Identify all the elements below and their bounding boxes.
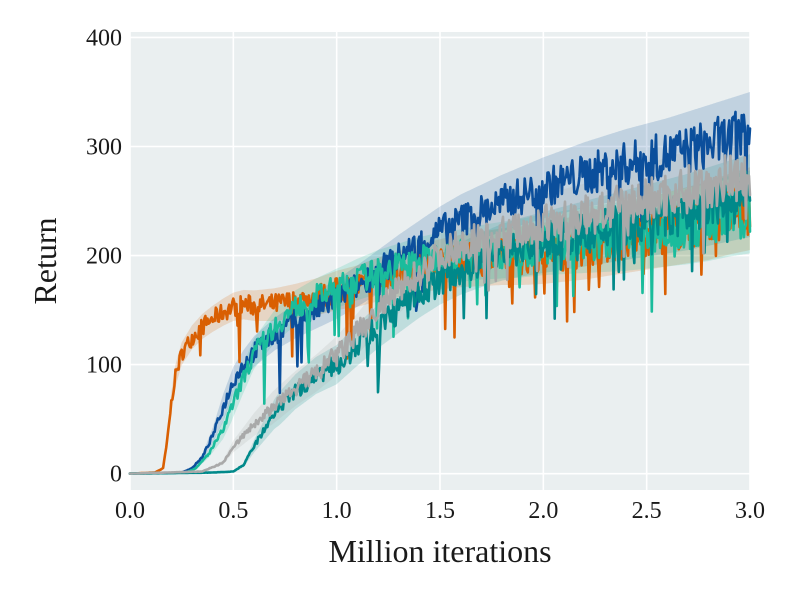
x-tick-label: 2.0 xyxy=(528,498,558,524)
series-line xyxy=(128,154,752,475)
x-tick-label: 0.5 xyxy=(218,498,248,524)
y-tick-labels: 0 100 200 300 400 xyxy=(86,25,122,487)
series-layer xyxy=(128,110,752,475)
x-tick-label: 3.0 xyxy=(735,498,765,524)
series-line xyxy=(128,110,752,475)
x-tick-label: 2.5 xyxy=(632,498,662,524)
x-tick-label: 1.5 xyxy=(425,498,455,524)
x-tick-labels: 0.0 0.5 1.0 1.5 2.0 2.5 3.0 xyxy=(115,498,765,524)
x-tick-label: 1.0 xyxy=(322,498,352,524)
y-tick-label: 100 xyxy=(86,353,122,379)
y-tick-label: 300 xyxy=(86,135,122,161)
series-line xyxy=(128,170,752,475)
y-axis-title: Return xyxy=(27,217,63,304)
x-axis-title: Million iterations xyxy=(328,533,551,569)
y-tick-label: 200 xyxy=(86,244,122,270)
y-tick-label: 0 xyxy=(110,462,122,488)
x-tick-label: 0.0 xyxy=(115,498,145,524)
y-tick-label: 400 xyxy=(86,25,122,51)
